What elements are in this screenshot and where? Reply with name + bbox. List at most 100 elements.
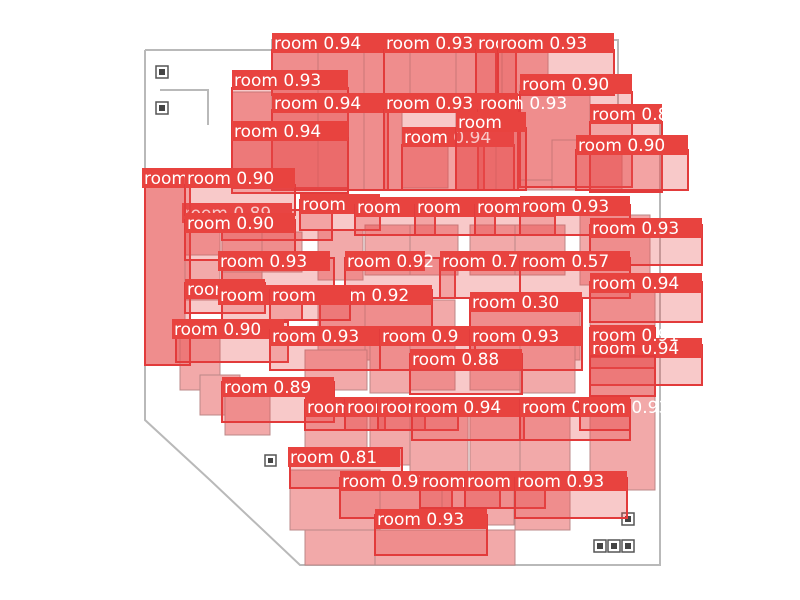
detection-label: room 0.88 [412,350,499,370]
detection-label: room [422,472,466,492]
detection-tag [590,218,702,238]
detection-box: room 0.94 [589,338,703,386]
detection-box: room 0.93 [579,397,669,431]
detection-box: room 0.91 [589,325,679,397]
detection-box: room 0.93 [269,326,381,371]
detection-boxes: room 0.94 room 0.93 room 0.9 room 0.93 room … [142,33,703,556]
detection-label: room 0.90 [522,75,609,95]
detection-label: room 0.93 [386,94,473,114]
detection-box: room 0.94 [411,397,525,441]
room-unit [469,414,521,476]
detection-label: room 0.93 [500,34,587,54]
detection-label: room [477,198,521,218]
detection-label: room 0.93 [272,327,359,347]
detection-tag [478,93,518,113]
detection-label: room [467,472,511,492]
detection-label: room 0.93 [472,327,559,347]
detection-tag [590,273,702,293]
detection-box: room [455,112,527,191]
detection-box: room 0.93 [374,509,488,556]
detection-tag [345,251,425,271]
detection-tag [520,74,632,94]
detection-tag [470,292,582,312]
room-unit [304,529,376,566]
detection-tag [515,471,627,491]
detection-label: room 0.90 [578,136,665,156]
detection-tag [456,112,526,132]
detection-label: room 0.90 [174,320,261,340]
detection-box: room 0.90 [184,168,296,216]
detection-label: room 0.89 [592,105,679,125]
detection-label: room 0.81 [290,448,377,468]
detection-tag [410,349,522,369]
detection-label: room 0.74 [442,252,529,272]
detection-box: room 0.92 [344,251,456,299]
detection-label: room [220,286,264,306]
detection-label: room 0.93 [386,34,473,54]
detection-tag [172,319,284,339]
detection-tag [232,70,348,90]
detection-label: room 0.90 [187,214,274,234]
detection-box: room 0.88 [409,349,523,395]
restroom-icon [155,65,169,79]
detection-tag [142,168,192,188]
detection-box: room [354,197,436,236]
detection-label: room 0.91 [592,326,679,346]
detection-tag [270,326,380,346]
detection-label: room 0.93 [517,472,604,492]
detection-tag [272,33,384,53]
detection-tag [576,135,688,155]
detection-box: room 0.93 [589,218,703,266]
room-unit [519,414,571,476]
detection-tag [222,377,334,397]
detection-label: room [458,113,502,133]
detection-label: room 0.9 [382,327,458,347]
detection-rect [455,127,527,191]
detection-tag [520,251,630,271]
detection-rect [401,144,515,191]
detection-rect [383,109,485,191]
detection-tag [185,213,295,233]
detection-tag [270,285,350,305]
detection-tag [380,326,475,346]
detection-label: room 0.89 [224,378,311,398]
detection-tag [384,33,496,53]
detection-tag [498,33,614,53]
detection-label: room 0.57 [522,252,609,272]
detection-rect [575,149,689,191]
detection-label: room 0.92 [347,252,434,272]
detection-tag [272,93,388,113]
detection-tag [288,447,400,467]
detection-label: room 0.30 [472,293,559,313]
detection-label: room 0.93 [377,510,464,530]
restroom-icon [155,101,169,115]
detection-label: room 0.93 [592,219,679,239]
detection-tag [470,326,582,346]
detection-label: room [417,198,461,218]
room-unit [409,49,457,96]
room-unit [224,394,271,436]
detection-label: room 0.94 [414,398,501,418]
detection-tag [520,196,630,216]
detection-label: room [272,286,316,306]
detection-box: room 0.94 [589,273,703,323]
detection-label: room 0.93 [582,398,669,418]
detection-label: room 0.94 [234,122,321,142]
detection-tag [218,251,330,271]
detection-box: room 0.89 [589,104,679,193]
detection-label: room 0.94 [274,94,361,114]
detection-tag [232,121,348,141]
detection-box: room 0.93 [383,33,497,96]
detection-tag [440,251,520,271]
detection-box: room 0.93 [383,93,485,191]
detection-label: room [357,198,401,218]
room-unit [363,49,411,96]
detection-tag [580,397,630,417]
room-unit [589,289,656,491]
detection-box: room 0.30 [469,292,583,339]
detection-label: room 0.90 [187,169,274,189]
restroom-icon [264,454,277,467]
detection-tag [375,509,487,529]
detection-tag [384,93,484,113]
